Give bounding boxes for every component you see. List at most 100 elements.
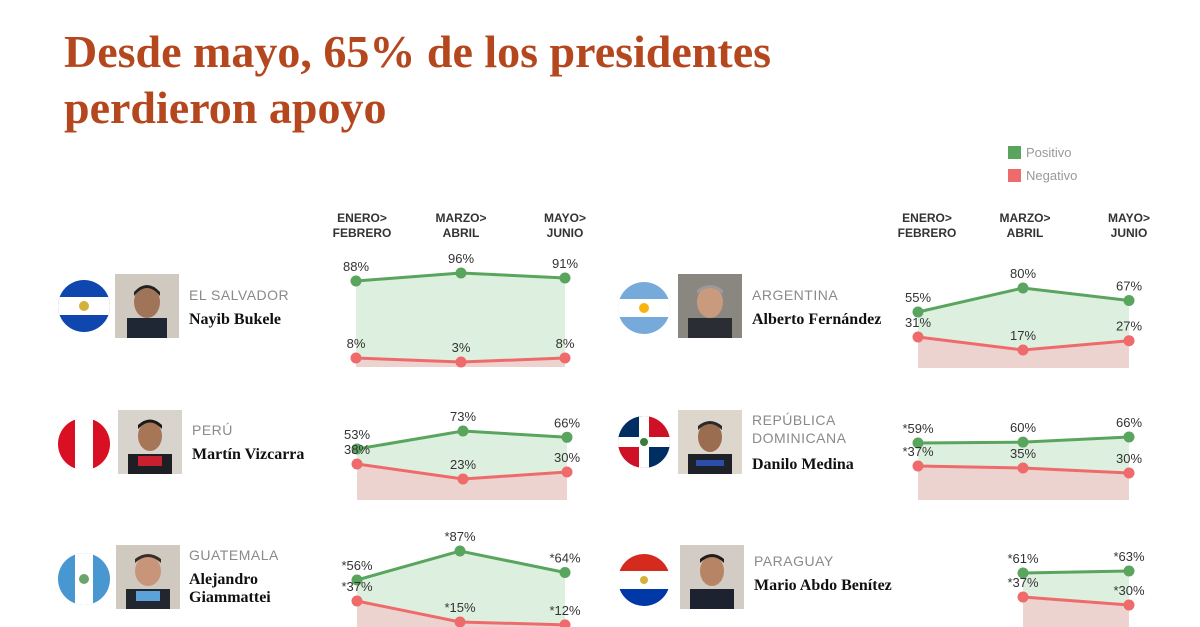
- negative-data-label: *30%: [1113, 583, 1145, 598]
- page-title: Desde mayo, 65% de los presidentes perdi…: [64, 26, 772, 133]
- positive-point: [351, 443, 363, 455]
- negative-point: [912, 460, 924, 472]
- negative-point: [559, 352, 571, 364]
- negative-area: [918, 466, 1129, 500]
- negative-data-label: *15%: [444, 600, 476, 615]
- president-name: Danilo Medina: [752, 456, 854, 473]
- president-photo: [680, 545, 744, 609]
- positive-point: [559, 272, 571, 284]
- negative-point: [1123, 335, 1135, 347]
- negative-data-label: *37%: [1007, 575, 1039, 590]
- paraguay-flag-icon: [618, 554, 670, 606]
- negative-point: [1123, 599, 1135, 611]
- positive-data-label: *63%: [1113, 549, 1145, 564]
- positive-data-label: 80%: [1010, 266, 1036, 281]
- negative-data-label: *37%: [902, 444, 934, 459]
- president-photo: [115, 274, 179, 338]
- president-photo: [118, 410, 182, 474]
- negative-data-label: 8%: [556, 336, 575, 351]
- country-label: GUATEMALA: [189, 547, 279, 563]
- negative-point: [455, 356, 467, 368]
- country-label: EL SALVADOR: [189, 287, 290, 303]
- positive-data-label: 66%: [554, 415, 580, 430]
- legend-negative: Negativo: [1008, 168, 1077, 183]
- negative-point: [1017, 591, 1029, 603]
- positive-point: [1123, 294, 1135, 306]
- positive-data-label: 60%: [1010, 420, 1036, 435]
- negative-point: [351, 458, 363, 470]
- negative-point: [351, 595, 363, 607]
- positive-point: [1123, 431, 1135, 443]
- president-photo: [116, 545, 180, 609]
- legend-positive-label: Positivo: [1026, 145, 1072, 160]
- positive-point: [454, 545, 466, 557]
- negative-point: [1017, 344, 1029, 356]
- negative-data-label: 27%: [1116, 319, 1142, 334]
- positive-area: [356, 273, 565, 367]
- positive-point: [912, 437, 924, 449]
- period-header-3: MAYO> JUNIO: [1108, 211, 1150, 240]
- dominican-republic-flag-icon: [618, 416, 670, 468]
- positive-point: [561, 431, 573, 443]
- positive-point: [1017, 282, 1029, 294]
- negative-data-label: 8%: [347, 336, 366, 351]
- positive-point: [1123, 565, 1135, 577]
- negative-data-label: 3%: [452, 340, 471, 355]
- negative-data-label: *12%: [549, 603, 581, 618]
- positive-point: [559, 567, 571, 579]
- period-header-1: ENERO> FEBRERO: [897, 211, 957, 240]
- negative-data-label: 38%: [344, 442, 370, 457]
- president-photo: [678, 274, 742, 338]
- negative-data-label: *37%: [341, 579, 373, 594]
- negative-point: [350, 352, 362, 364]
- legend-positive-swatch: [1008, 146, 1021, 159]
- legend-positive: Positivo: [1008, 145, 1072, 160]
- country-label: PERÚ: [192, 422, 233, 438]
- positive-data-label: 88%: [343, 259, 369, 274]
- period-header-2: MARZO> ABRIL: [999, 211, 1051, 240]
- positive-area: [357, 551, 565, 627]
- negative-point: [912, 331, 924, 343]
- el-salvador-flag-icon: [58, 280, 110, 332]
- president-photo: [678, 410, 742, 474]
- positive-data-label: *59%: [902, 421, 934, 436]
- positive-data-label: 73%: [450, 409, 476, 424]
- guatemala-flag-icon: [58, 553, 110, 605]
- peru-flag-icon: [58, 418, 110, 470]
- negative-data-label: 17%: [1010, 328, 1036, 343]
- period-header-1: ENERO> FEBRERO: [332, 211, 392, 240]
- negative-point: [559, 619, 571, 627]
- country-label: PARAGUAY: [754, 553, 834, 569]
- president-name: Alejandro Giammattei: [189, 571, 271, 606]
- positive-data-label: 67%: [1116, 278, 1142, 293]
- negative-data-label: 23%: [450, 457, 476, 472]
- argentina-flag-icon: [618, 282, 670, 334]
- positive-point: [351, 574, 363, 586]
- period-header-2: MARZO> ABRIL: [435, 211, 487, 240]
- positive-point: [457, 425, 469, 437]
- negative-data-label: 30%: [554, 450, 580, 465]
- positive-data-label: *56%: [341, 558, 373, 573]
- positive-data-label: *64%: [549, 551, 581, 566]
- president-name: Martín Vizcarra: [192, 446, 305, 463]
- period-header-3: MAYO> JUNIO: [544, 211, 586, 240]
- positive-point: [350, 275, 362, 287]
- negative-data-label: 35%: [1010, 446, 1036, 461]
- country-label: REPÚBLICA DOMINICANA: [752, 412, 847, 446]
- positive-point: [1017, 436, 1029, 448]
- president-name: Alberto Fernández: [752, 311, 882, 328]
- negative-point: [1017, 462, 1029, 474]
- positive-point: [912, 306, 924, 318]
- positive-data-label: 53%: [344, 427, 370, 442]
- negative-point: [561, 466, 573, 478]
- negative-point: [1123, 467, 1135, 479]
- negative-data-label: 31%: [905, 315, 931, 330]
- president-name: Nayib Bukele: [189, 311, 282, 328]
- negative-data-label: 30%: [1116, 451, 1142, 466]
- positive-line: [1022, 569, 1130, 575]
- legend-negative-label: Negativo: [1026, 168, 1078, 183]
- negative-line: [1022, 595, 1130, 607]
- positive-point: [455, 267, 467, 279]
- positive-point: [1017, 567, 1029, 579]
